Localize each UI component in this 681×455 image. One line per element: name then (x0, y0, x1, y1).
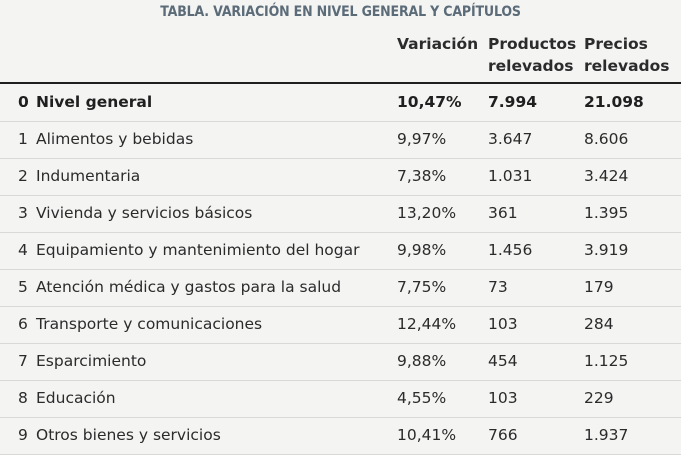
row-productos: 103 (488, 389, 518, 407)
table-row: 7 Esparcimiento 9,88% 454 1.125 (0, 343, 681, 381)
row-precios: 179 (584, 278, 614, 296)
table-row: 3 Vivienda y servicios básicos 13,20% 361 1.… (0, 195, 681, 233)
row-chapter-name: Educación (36, 389, 116, 407)
table-row: 8 Educación 4,55% 103 229 (0, 380, 681, 418)
row-variacion: 13,20% (397, 204, 457, 222)
table-row: 5 Atención médica y gastos para la salud 7… (0, 269, 681, 307)
row-precios: 21.098 (584, 93, 644, 111)
row-productos: 1.031 (488, 167, 533, 185)
header-productos-relevados: Productos relevados (488, 35, 577, 75)
row-variacion: 7,38% (397, 167, 447, 185)
row-precios: 1.125 (584, 352, 629, 370)
row-number: 1 (18, 130, 28, 148)
table-row: 6 Transporte y comunicaciones 12,44% 103 284 (0, 306, 681, 344)
row-productos: 103 (488, 315, 518, 333)
row-precios: 1.937 (584, 426, 629, 444)
row-productos: 1.456 (488, 241, 533, 259)
row-number: 2 (18, 167, 28, 185)
row-precios: 284 (584, 315, 614, 333)
row-number: 6 (18, 315, 28, 333)
row-number: 9 (18, 426, 28, 444)
row-number: 8 (18, 389, 28, 407)
row-number: 7 (18, 352, 28, 370)
row-number: 0 (18, 93, 29, 111)
row-productos: 361 (488, 204, 518, 222)
table-row: 0 Nivel general 10,47% 7.994 21.098 (0, 84, 681, 122)
row-chapter-name: Indumentaria (36, 167, 141, 185)
row-precios: 1.395 (584, 204, 629, 222)
table-title: TABLA. VARIACIÓN EN NIVEL GENERAL Y CAPÍ… (160, 4, 521, 20)
table-row: 9 Otros bienes y servicios 10,41% 766 1.937 (0, 417, 681, 455)
row-chapter-name: Atención médica y gastos para la salud (36, 278, 342, 296)
row-productos: 766 (488, 426, 518, 444)
row-number: 5 (18, 278, 28, 296)
row-variacion: 9,98% (397, 241, 447, 259)
row-number: 3 (18, 204, 28, 222)
row-chapter-name: Otros bienes y servicios (36, 426, 221, 444)
row-precios: 8.606 (584, 130, 629, 148)
row-variacion: 10,47% (397, 93, 462, 111)
header-variacion: Variación (397, 35, 479, 53)
row-productos: 3.647 (488, 130, 533, 148)
table-row: 2 Indumentaria 7,38% 1.031 3.424 (0, 158, 681, 196)
row-variacion: 7,75% (397, 278, 447, 296)
row-precios: 229 (584, 389, 614, 407)
header-precios-relevados: Precios relevados (584, 35, 670, 75)
row-variacion: 9,97% (397, 130, 447, 148)
row-chapter-name: Equipamiento y mantenimiento del hogar (36, 241, 360, 259)
row-chapter-name: Vivienda y servicios básicos (36, 204, 253, 222)
table-row: 4 Equipamiento y mantenimiento del hogar 9… (0, 232, 681, 270)
row-variacion: 9,88% (397, 352, 447, 370)
row-chapter-name: Transporte y comunicaciones (36, 315, 263, 333)
row-productos: 7.994 (488, 93, 538, 111)
row-chapter-name: Esparcimiento (36, 352, 147, 370)
row-chapter-name: Alimentos y bebidas (36, 130, 194, 148)
row-precios: 3.424 (584, 167, 629, 185)
row-productos: 73 (488, 278, 508, 296)
row-chapter-name: Nivel general (36, 93, 153, 111)
table-header: Variación Productos relevados Precios re… (0, 30, 681, 84)
row-variacion: 10,41% (397, 426, 457, 444)
table-row: 1 Alimentos y bebidas 9,97% 3.647 8.606 (0, 121, 681, 159)
row-variacion: 4,55% (397, 389, 447, 407)
row-precios: 3.919 (584, 241, 629, 259)
row-productos: 454 (488, 352, 518, 370)
row-variacion: 12,44% (397, 315, 457, 333)
row-number: 4 (18, 241, 28, 259)
